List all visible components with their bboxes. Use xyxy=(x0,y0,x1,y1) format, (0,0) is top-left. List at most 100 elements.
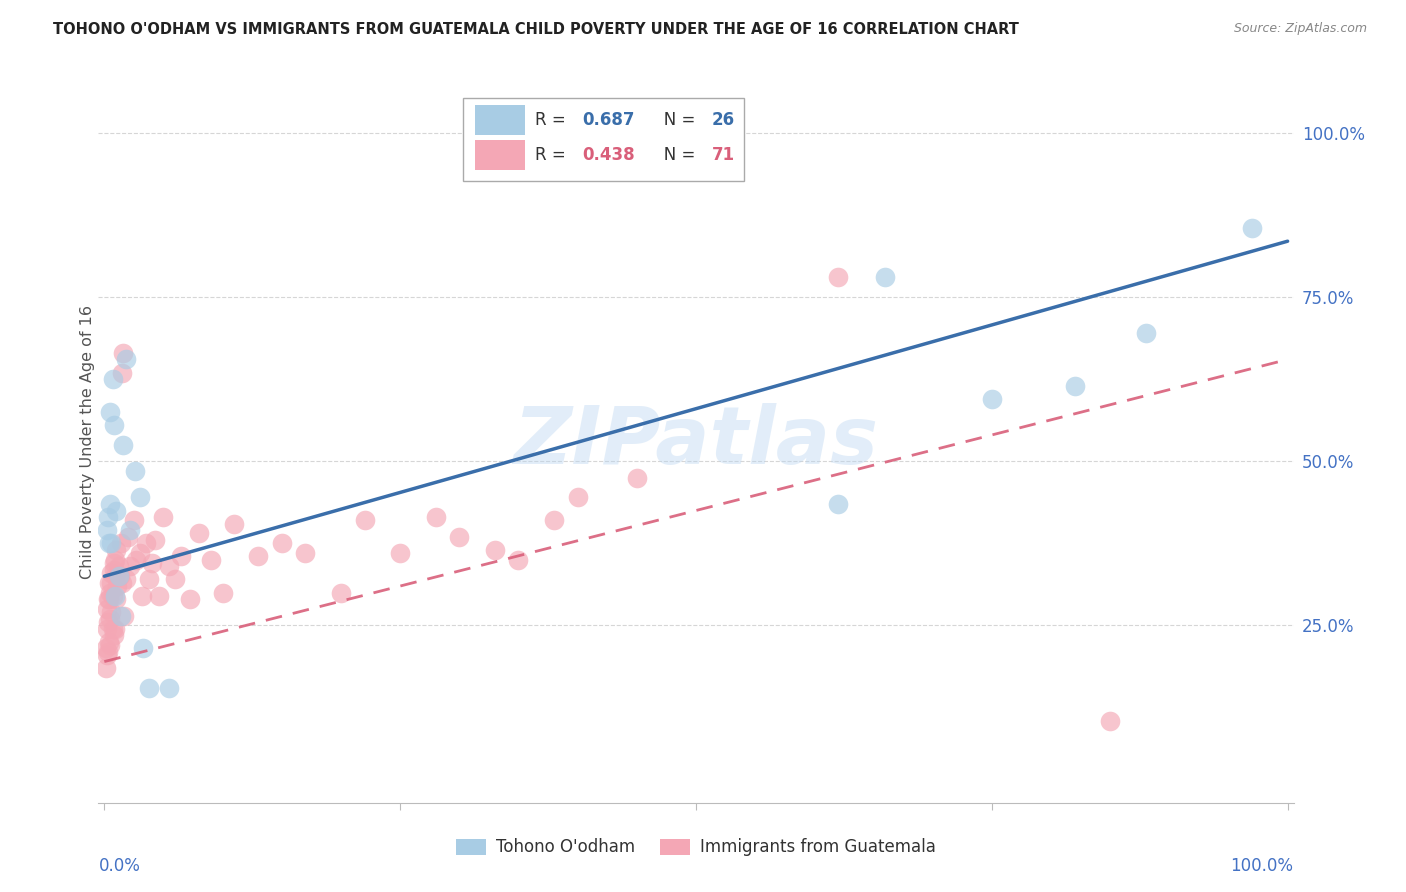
Point xyxy=(132,641,155,656)
Point xyxy=(94,661,117,675)
Point xyxy=(125,553,148,567)
Point xyxy=(111,575,134,590)
Text: 0.438: 0.438 xyxy=(582,145,636,164)
Point xyxy=(508,553,530,567)
Text: N =: N = xyxy=(648,111,700,129)
Point xyxy=(1135,326,1157,341)
Point xyxy=(112,438,135,452)
Point xyxy=(105,579,128,593)
Point xyxy=(103,628,125,642)
Point xyxy=(425,510,447,524)
Point xyxy=(543,513,565,527)
Point xyxy=(567,491,589,505)
Point xyxy=(165,573,187,587)
Point xyxy=(135,536,157,550)
Point xyxy=(100,536,122,550)
Point xyxy=(104,622,127,636)
Point xyxy=(100,575,122,590)
FancyBboxPatch shape xyxy=(463,98,744,181)
Text: R =: R = xyxy=(534,145,571,164)
Point xyxy=(108,569,131,583)
Point xyxy=(449,530,471,544)
Point xyxy=(124,464,146,478)
Point xyxy=(1241,221,1264,235)
Point xyxy=(97,592,120,607)
Point xyxy=(143,533,166,547)
Point xyxy=(97,510,120,524)
Point xyxy=(247,549,270,564)
Point xyxy=(138,681,160,695)
Point xyxy=(98,575,121,590)
Point xyxy=(330,585,353,599)
Point xyxy=(117,530,139,544)
Point xyxy=(270,536,292,550)
Point xyxy=(128,491,150,505)
Text: ZIPatlas: ZIPatlas xyxy=(513,402,879,481)
Point xyxy=(96,602,118,616)
Point xyxy=(122,513,145,527)
Legend: Tohono O'odham, Immigrants from Guatemala: Tohono O'odham, Immigrants from Guatemal… xyxy=(450,831,942,863)
Point xyxy=(104,553,127,567)
Point xyxy=(103,556,125,570)
Point xyxy=(294,546,316,560)
Text: 100.0%: 100.0% xyxy=(1230,857,1294,875)
Point xyxy=(105,542,128,557)
Point xyxy=(96,523,118,537)
Point xyxy=(107,569,129,583)
Point xyxy=(112,346,135,360)
Point xyxy=(110,608,132,623)
Point xyxy=(94,641,117,656)
Point xyxy=(484,542,506,557)
Point xyxy=(101,372,124,386)
Text: 0.0%: 0.0% xyxy=(98,857,141,875)
Point xyxy=(224,516,246,531)
Point xyxy=(131,589,153,603)
Point xyxy=(148,589,170,603)
Text: 26: 26 xyxy=(711,111,734,129)
FancyBboxPatch shape xyxy=(475,105,524,136)
Point xyxy=(157,559,180,574)
FancyBboxPatch shape xyxy=(475,139,524,169)
Point xyxy=(101,589,124,603)
Text: N =: N = xyxy=(648,145,700,164)
Point xyxy=(98,405,121,419)
Point xyxy=(179,592,201,607)
Point xyxy=(98,497,121,511)
Point xyxy=(104,569,127,583)
Point xyxy=(211,585,233,599)
Point xyxy=(101,622,124,636)
Point xyxy=(104,589,127,603)
Point xyxy=(98,638,121,652)
Point xyxy=(103,418,125,433)
Point xyxy=(97,615,120,630)
Text: 0.687: 0.687 xyxy=(582,111,636,129)
Y-axis label: Child Poverty Under the Age of 16: Child Poverty Under the Age of 16 xyxy=(80,304,94,579)
Point xyxy=(128,546,150,560)
Point xyxy=(141,556,163,570)
Point xyxy=(98,592,121,607)
Point xyxy=(170,549,193,564)
Point xyxy=(827,270,849,285)
Point xyxy=(96,622,118,636)
Point xyxy=(110,536,132,550)
Point xyxy=(100,605,122,619)
Point xyxy=(98,585,121,599)
Point xyxy=(152,510,174,524)
Point xyxy=(114,352,136,367)
Point xyxy=(875,270,897,285)
Point xyxy=(96,648,118,662)
Text: 71: 71 xyxy=(711,145,734,164)
Text: R =: R = xyxy=(534,111,571,129)
Point xyxy=(103,563,125,577)
Text: TOHONO O'ODHAM VS IMMIGRANTS FROM GUATEMALA CHILD POVERTY UNDER THE AGE OF 16 CO: TOHONO O'ODHAM VS IMMIGRANTS FROM GUATEM… xyxy=(53,22,1019,37)
Point xyxy=(827,497,849,511)
Point xyxy=(138,573,160,587)
Point xyxy=(114,573,136,587)
Point xyxy=(105,503,128,517)
Point xyxy=(97,645,120,659)
Point xyxy=(157,681,180,695)
Text: Source: ZipAtlas.com: Source: ZipAtlas.com xyxy=(1233,22,1367,36)
Point xyxy=(626,471,648,485)
Point xyxy=(120,559,142,574)
Point xyxy=(1063,378,1085,392)
